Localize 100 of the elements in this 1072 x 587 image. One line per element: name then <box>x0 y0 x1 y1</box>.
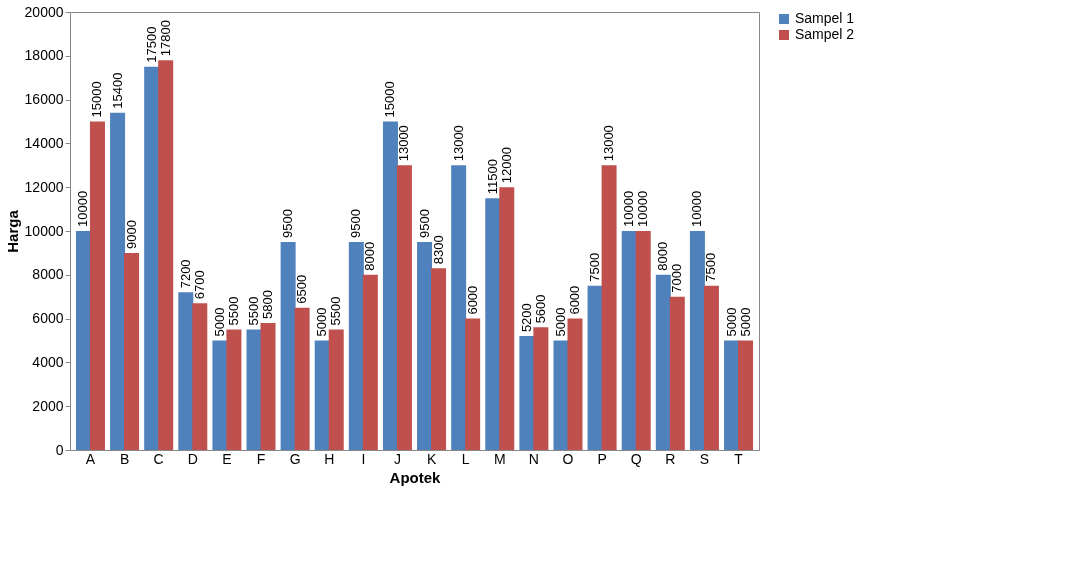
bar <box>144 66 160 450</box>
x-tick-label: M <box>493 450 506 467</box>
x-tick-label: C <box>153 450 164 467</box>
bar <box>396 165 412 450</box>
bar <box>110 112 126 450</box>
y-tick-label: 0 <box>55 441 64 458</box>
data-label: 13000 <box>396 125 412 162</box>
bar <box>314 340 330 450</box>
bar <box>89 121 105 450</box>
x-tick-label: Q <box>630 450 642 467</box>
x-tick-label: P <box>597 450 607 467</box>
y-tick-label: 8000 <box>32 266 64 283</box>
bar <box>158 60 174 450</box>
data-label: 11500 <box>484 158 500 195</box>
data-label: 17500 <box>143 26 159 63</box>
data-label: 8000 <box>362 241 378 271</box>
data-label: 5000 <box>211 307 227 337</box>
bar <box>280 241 296 450</box>
data-label: 5200 <box>518 303 534 333</box>
data-label: 5500 <box>225 296 241 326</box>
bar <box>192 303 208 450</box>
data-label: 7000 <box>669 263 685 293</box>
data-label: 8300 <box>430 235 446 265</box>
data-label: 10000 <box>75 190 91 227</box>
data-label: 5600 <box>532 294 548 324</box>
bar <box>431 268 447 450</box>
x-tick-label: I <box>361 450 366 467</box>
y-tick-label: 14000 <box>24 134 64 151</box>
data-label: 7500 <box>587 252 603 282</box>
y-tick-label: 20000 <box>24 3 64 20</box>
bar <box>417 241 433 450</box>
data-label: 9000 <box>123 219 139 249</box>
data-label: 6000 <box>464 285 480 315</box>
bar <box>499 187 515 450</box>
bar <box>328 329 344 450</box>
y-tick-label: 12000 <box>24 178 64 195</box>
data-label: 6500 <box>294 274 310 304</box>
bar <box>362 274 378 450</box>
bar <box>485 198 501 450</box>
bar <box>294 307 310 450</box>
bar <box>655 274 671 450</box>
bar <box>178 292 194 450</box>
bar <box>533 327 549 450</box>
data-label: 8000 <box>655 241 671 271</box>
data-label: 5000 <box>737 307 753 337</box>
bar <box>212 340 228 450</box>
x-tick-label: B <box>119 450 130 467</box>
legend-label: Sampel 2 <box>795 26 855 42</box>
bar <box>635 231 651 450</box>
bar <box>519 336 535 450</box>
data-label: 15000 <box>382 81 398 118</box>
legend-label: Sampel 1 <box>795 10 855 26</box>
x-tick-label: D <box>187 450 198 467</box>
x-tick-label: O <box>562 450 574 467</box>
bar <box>703 285 719 450</box>
y-tick-label: 6000 <box>32 310 64 327</box>
bar <box>689 231 705 450</box>
data-label: 15000 <box>89 81 105 118</box>
data-label: 10000 <box>635 190 651 227</box>
data-label: 7500 <box>703 252 719 282</box>
bar <box>382 121 398 450</box>
bar <box>587 285 603 450</box>
bar <box>669 296 685 450</box>
y-axis-title: Harga <box>3 209 21 253</box>
x-tick-label: A <box>85 450 96 467</box>
data-label: 10000 <box>621 190 637 227</box>
x-tick-label: E <box>222 450 232 467</box>
x-tick-label: K <box>426 450 437 467</box>
y-tick-label: 4000 <box>32 353 64 370</box>
x-axis-title: Apotek <box>389 468 442 486</box>
data-label: 5000 <box>314 307 330 337</box>
x-tick-label: F <box>256 450 266 467</box>
bar <box>621 231 637 450</box>
x-tick-label: G <box>289 450 301 467</box>
x-tick-label: N <box>528 450 539 467</box>
bar <box>246 329 262 450</box>
x-tick-label: S <box>699 450 710 467</box>
y-tick-label: 18000 <box>24 47 64 64</box>
bar <box>553 340 569 450</box>
bar <box>451 165 467 450</box>
data-label: 15400 <box>109 72 125 109</box>
data-label: 17800 <box>157 20 173 57</box>
y-tick-label: 2000 <box>32 397 64 414</box>
data-label: 9500 <box>416 209 432 238</box>
data-label: 5000 <box>552 307 568 337</box>
bar <box>465 318 481 450</box>
bar <box>75 231 91 450</box>
x-tick-label: R <box>665 450 676 467</box>
data-label: 6700 <box>191 270 207 300</box>
data-label: 10000 <box>689 190 705 227</box>
bar <box>724 340 740 450</box>
data-label: 5500 <box>328 296 344 326</box>
data-label: 5500 <box>246 296 262 326</box>
bar <box>738 340 754 450</box>
y-tick-label: 10000 <box>24 222 64 239</box>
x-tick-label: H <box>324 450 335 467</box>
bar <box>567 318 583 450</box>
data-label: 9500 <box>280 209 296 238</box>
data-label: 7200 <box>177 259 193 289</box>
bar <box>601 165 617 450</box>
